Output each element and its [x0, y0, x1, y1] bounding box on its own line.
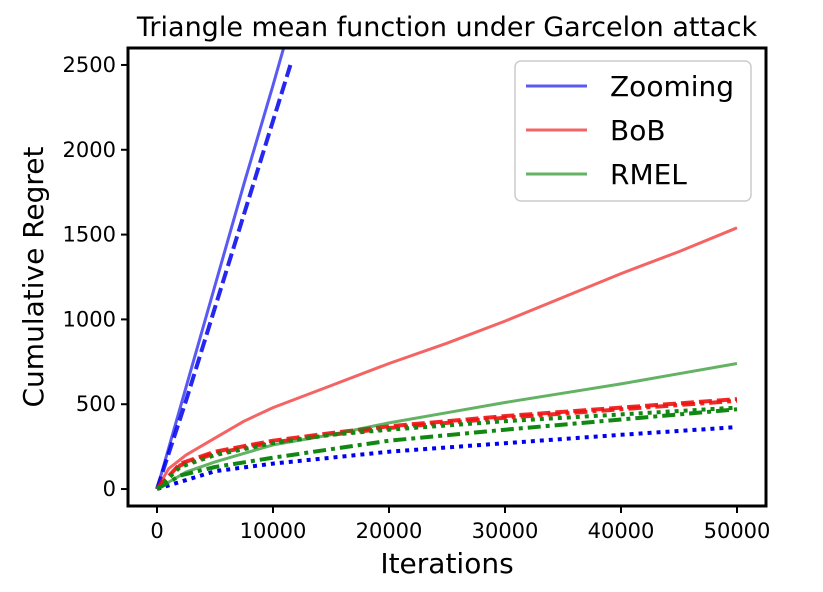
x-tick-label: 10000: [240, 519, 307, 543]
y-tick-label: 2500: [63, 53, 116, 77]
legend: Zooming BoB RMEL: [514, 60, 752, 202]
chart-title: Triangle mean function under Garcelon at…: [136, 12, 758, 43]
series-line-zooming-dashed: [155, 64, 293, 490]
y-tick-label: 500: [76, 392, 116, 416]
series-layer: [155, 48, 738, 491]
x-tick-label: 20000: [356, 519, 423, 543]
x-axis-label: Iterations: [380, 547, 513, 580]
series-line-bob-solid: [155, 226, 738, 490]
y-tick-label: 2000: [63, 138, 116, 162]
y-tick-label: 1000: [63, 307, 116, 331]
series-line-bob-dashdot: [155, 398, 738, 491]
x-tick-label: 0: [150, 519, 163, 543]
y-tick-label: 1500: [63, 223, 116, 247]
x-tick-label: 40000: [588, 519, 655, 543]
series-line-rmel-solid: [156, 362, 738, 491]
ticks-layer: 0 10000 20000 30000 40000 50000 0 500 1000 1500 20…: [63, 53, 771, 543]
series-line-zooming-solid: [155, 48, 286, 490]
legend-box: [514, 60, 752, 202]
y-axis-label: Cumulative Regret: [17, 146, 50, 407]
legend-label-zooming: Zooming: [610, 70, 734, 103]
legend-label-rmel: RMEL: [610, 158, 687, 191]
plot-frame: [126, 46, 768, 508]
x-tick-label: 50000: [704, 519, 771, 543]
x-tick-label: 30000: [472, 519, 539, 543]
series-line-rmel-dashdot: [155, 407, 738, 491]
series-line-zooming-dotted: [156, 425, 738, 491]
legend-label-bob: BoB: [610, 114, 666, 147]
y-tick-label: 0: [103, 477, 116, 501]
